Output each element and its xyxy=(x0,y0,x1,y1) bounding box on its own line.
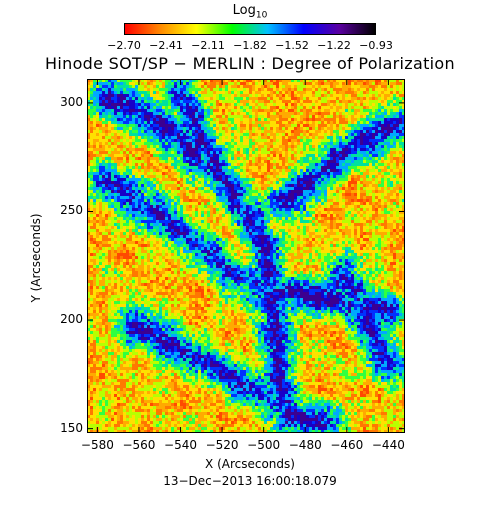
y-tick-label: 150 xyxy=(60,420,83,435)
x-tick-label: −560 xyxy=(122,438,156,452)
colorbar-tick-label: −2.70 xyxy=(107,39,141,52)
y-axis-label: Y (Arcseconds) xyxy=(29,213,43,303)
x-tick-label: −580 xyxy=(80,438,114,452)
colorbar-tick-label: −2.11 xyxy=(191,39,225,52)
x-tick-label: −520 xyxy=(205,438,239,452)
colorbar xyxy=(124,23,376,35)
colorbar-tick-label: −2.41 xyxy=(149,39,183,52)
colorbar-tick-label: −0.93 xyxy=(359,39,393,52)
x-tick-label: −500 xyxy=(247,438,281,452)
figure-title: Hinode SOT/SP − MERLIN : Degree of Polar… xyxy=(45,54,455,73)
x-axis-label: X (Arcseconds) xyxy=(205,457,295,471)
y-tick-label: 200 xyxy=(60,312,83,327)
colorbar-tick-label: −1.82 xyxy=(233,39,267,52)
y-tick-label: 250 xyxy=(60,203,83,218)
polarization-map xyxy=(87,79,405,433)
colorbar-label: Log10 xyxy=(232,3,268,21)
x-tick-label: −440 xyxy=(371,438,405,452)
y-tick-label: 300 xyxy=(60,94,83,109)
colorbar-tick-label: −1.52 xyxy=(275,39,309,52)
colorbar-tick-label: −1.22 xyxy=(317,39,351,52)
map-border xyxy=(87,79,405,433)
timestamp: 13−Dec−2013 16:00:18.079 xyxy=(163,474,337,488)
x-tick-label: −480 xyxy=(288,438,322,452)
x-tick-label: −540 xyxy=(164,438,197,452)
x-tick-label: −460 xyxy=(330,438,364,452)
